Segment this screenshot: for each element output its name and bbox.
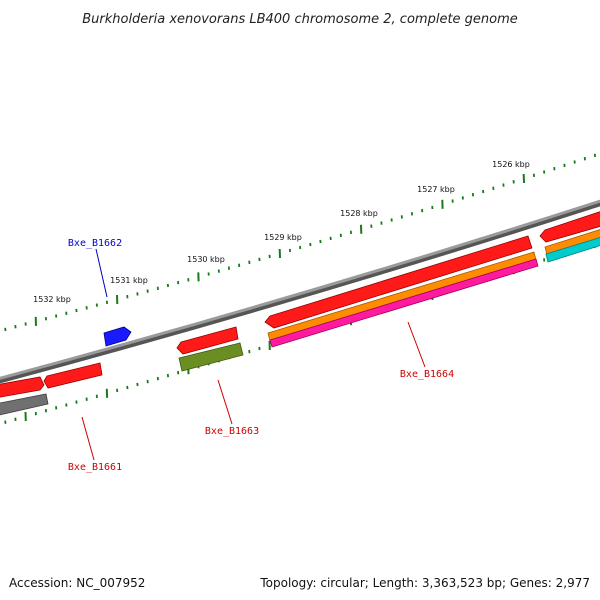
gene-left-red-2[interactable] bbox=[43, 362, 103, 389]
footer-accession: Accession: NC_007952 bbox=[9, 576, 145, 590]
footer-summary: Topology: circular; Length: 3,363,523 bp… bbox=[259, 576, 590, 590]
kbp-label-1532: 1532 kbp bbox=[33, 295, 71, 304]
backbone-shadow bbox=[0, 200, 600, 384]
gene-gray[interactable] bbox=[0, 393, 49, 416]
kbp-label-1529: 1529 kbp bbox=[264, 233, 302, 242]
gene-right-red[interactable] bbox=[539, 210, 600, 243]
gene-label-b1662[interactable]: Bxe_B1662 bbox=[68, 238, 122, 249]
gene-right-cyan[interactable] bbox=[545, 236, 600, 263]
gene-label-b1664[interactable]: Bxe_B1664 bbox=[400, 369, 454, 380]
kbp-label-1526: 1526 kbp bbox=[492, 160, 530, 169]
leader-b1664 bbox=[407, 321, 426, 368]
gene-bxe-b1663-green[interactable] bbox=[178, 342, 244, 372]
leader-b1663 bbox=[217, 379, 233, 425]
backbone bbox=[0, 199, 600, 380]
gene-label-b1661[interactable]: Bxe_B1661 bbox=[68, 462, 122, 473]
gene-bxe-b1664-red[interactable] bbox=[264, 235, 533, 329]
leader-b1661 bbox=[81, 416, 95, 461]
gene-left-red-1[interactable] bbox=[0, 376, 45, 398]
kbp-label-1528: 1528 kbp bbox=[340, 209, 378, 218]
kbp-label-1527: 1527 kbp bbox=[417, 185, 455, 194]
kbp-label-1531: 1531 kbp bbox=[110, 276, 148, 285]
kbp-label-1530: 1530 kbp bbox=[187, 255, 225, 264]
gene-right-orange[interactable] bbox=[544, 228, 600, 256]
gene-bxe-b1664-magenta[interactable] bbox=[269, 258, 539, 348]
gene-bxe-b1663-red[interactable] bbox=[176, 326, 239, 355]
map-title: Burkholderia xenovorans LB400 chromosome… bbox=[82, 12, 518, 27]
leader-b1662 bbox=[95, 248, 108, 298]
gene-bxe-b1662[interactable] bbox=[103, 326, 132, 347]
outer-tick-ring bbox=[4, 153, 596, 332]
gene-label-b1663[interactable]: Bxe_B1663 bbox=[205, 426, 259, 437]
